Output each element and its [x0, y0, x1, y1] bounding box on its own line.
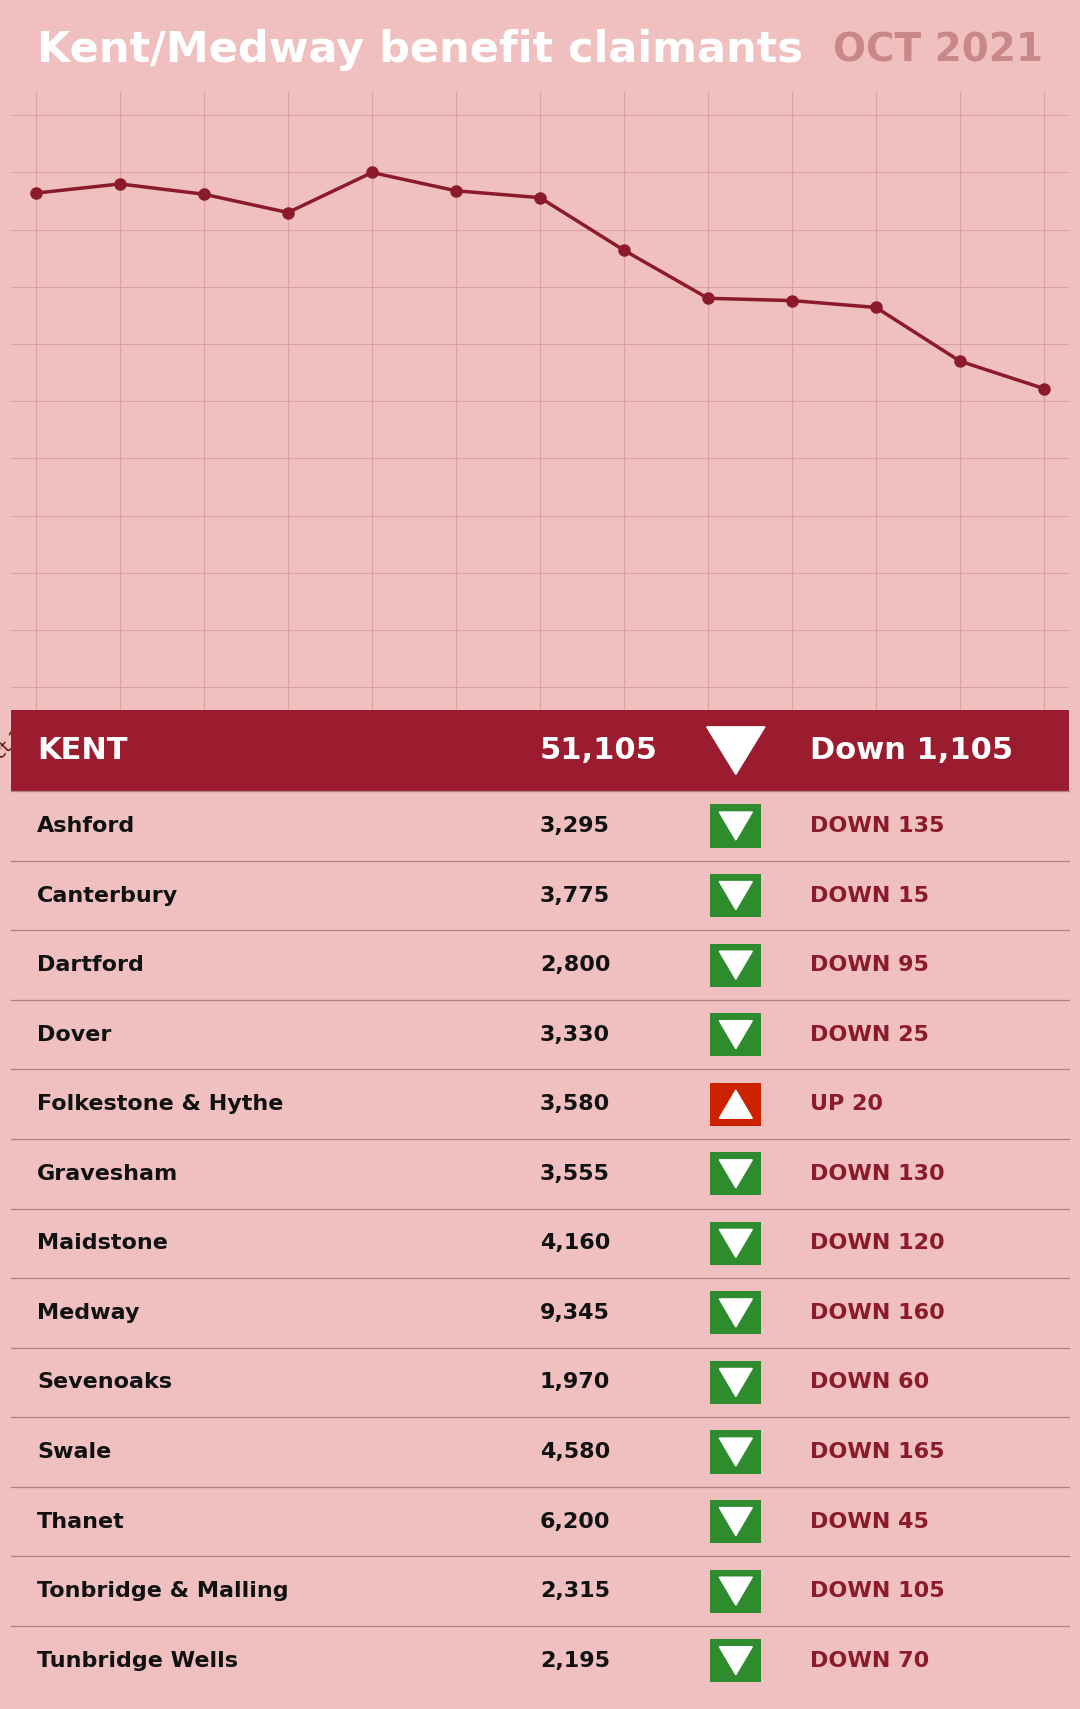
Text: DOWN 165: DOWN 165	[810, 1442, 944, 1461]
Text: Maidstone: Maidstone	[37, 1234, 168, 1253]
Bar	[711, 1501, 761, 1543]
Text: Down 1,105: Down 1,105	[810, 737, 1013, 766]
Text: DOWN 45: DOWN 45	[810, 1511, 929, 1531]
Text: DOWN 135: DOWN 135	[810, 815, 944, 836]
Text: 4,580: 4,580	[540, 1442, 610, 1461]
Bar	[11, 709, 1069, 791]
Text: Dover: Dover	[37, 1025, 111, 1044]
Text: 9,345: 9,345	[540, 1302, 610, 1323]
Text: Canterbury: Canterbury	[37, 885, 178, 906]
Text: 3,330: 3,330	[540, 1025, 610, 1044]
Text: Ashford: Ashford	[37, 815, 135, 836]
Text: 3,555: 3,555	[540, 1164, 610, 1184]
Bar	[711, 1360, 761, 1405]
Polygon shape	[719, 1020, 753, 1049]
Text: Thanet: Thanet	[37, 1511, 125, 1531]
Text: DOWN 160: DOWN 160	[810, 1302, 945, 1323]
Bar	[711, 1292, 761, 1335]
Bar	[711, 1222, 761, 1265]
Text: UP 20: UP 20	[810, 1094, 882, 1114]
Polygon shape	[719, 1229, 753, 1258]
Text: DOWN 15: DOWN 15	[810, 885, 929, 906]
Text: DOWN 25: DOWN 25	[810, 1025, 929, 1044]
Bar	[711, 1013, 761, 1056]
Bar	[711, 1639, 761, 1682]
Polygon shape	[719, 1090, 753, 1118]
Text: Dartford: Dartford	[37, 955, 144, 976]
Polygon shape	[719, 1160, 753, 1188]
Text: DOWN 105: DOWN 105	[810, 1581, 945, 1601]
Text: 3,580: 3,580	[540, 1094, 610, 1114]
Bar	[711, 943, 761, 986]
Polygon shape	[719, 1577, 753, 1605]
Text: 2,195: 2,195	[540, 1651, 610, 1671]
Text: OCT 2021: OCT 2021	[833, 31, 1043, 70]
Text: DOWN 70: DOWN 70	[810, 1651, 929, 1671]
Bar	[711, 1569, 761, 1613]
Text: Kent/Medway benefit claimants: Kent/Medway benefit claimants	[37, 29, 804, 72]
Polygon shape	[719, 1647, 753, 1675]
Bar	[711, 873, 761, 918]
Polygon shape	[719, 1369, 753, 1396]
Bar	[711, 1084, 761, 1126]
Polygon shape	[706, 726, 765, 774]
Text: Swale: Swale	[37, 1442, 111, 1461]
Text: Gravesham: Gravesham	[37, 1164, 178, 1184]
Text: Folkestone & Hythe: Folkestone & Hythe	[37, 1094, 284, 1114]
Text: DOWN 130: DOWN 130	[810, 1164, 945, 1184]
Polygon shape	[719, 1437, 753, 1466]
Text: DOWN 60: DOWN 60	[810, 1372, 929, 1393]
Polygon shape	[719, 1507, 753, 1536]
Bar	[711, 1430, 761, 1473]
Text: 3,295: 3,295	[540, 815, 610, 836]
Polygon shape	[719, 1299, 753, 1326]
Text: Tonbridge & Malling: Tonbridge & Malling	[37, 1581, 288, 1601]
Text: 4,160: 4,160	[540, 1234, 610, 1253]
Text: 2,800: 2,800	[540, 955, 610, 976]
Text: 2,315: 2,315	[540, 1581, 610, 1601]
Polygon shape	[719, 812, 753, 841]
Text: 51,105: 51,105	[540, 737, 658, 766]
Bar	[711, 805, 761, 848]
Text: DOWN 95: DOWN 95	[810, 955, 929, 976]
Text: DOWN 120: DOWN 120	[810, 1234, 945, 1253]
Text: 6,200: 6,200	[540, 1511, 610, 1531]
Text: 3,775: 3,775	[540, 885, 610, 906]
Text: Tunbridge Wells: Tunbridge Wells	[37, 1651, 239, 1671]
Polygon shape	[719, 882, 753, 909]
Text: Medway: Medway	[37, 1302, 139, 1323]
Polygon shape	[719, 952, 753, 979]
Text: 1,970: 1,970	[540, 1372, 610, 1393]
Bar	[711, 1152, 761, 1195]
Text: Sevenoaks: Sevenoaks	[37, 1372, 173, 1393]
Text: KENT: KENT	[37, 737, 127, 766]
